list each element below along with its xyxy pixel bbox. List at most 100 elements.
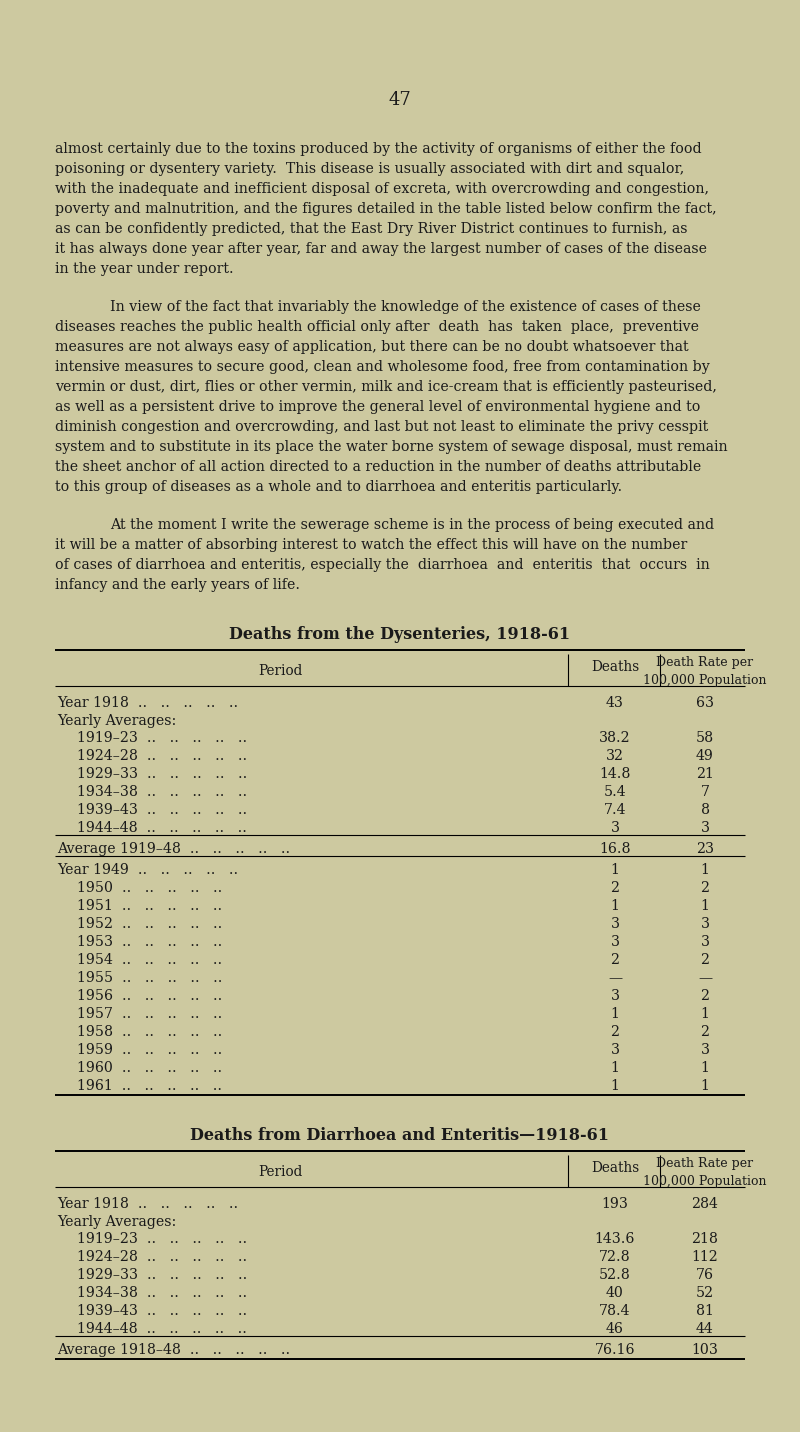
Text: 1: 1 [610, 1007, 619, 1021]
Text: 3: 3 [701, 916, 710, 931]
Text: 23: 23 [696, 842, 714, 856]
Text: 1955  ..   ..   ..   ..   ..: 1955 .. .. .. .. .. [77, 971, 222, 985]
Text: 14.8: 14.8 [599, 768, 630, 780]
Text: infancy and the early years of life.: infancy and the early years of life. [55, 579, 300, 591]
Text: Deaths: Deaths [591, 1161, 639, 1176]
Text: At the moment I write the sewerage scheme is in the process of being executed an: At the moment I write the sewerage schem… [110, 518, 714, 533]
Text: 1: 1 [610, 863, 619, 876]
Text: 1950  ..   ..   ..   ..   ..: 1950 .. .. .. .. .. [77, 881, 222, 895]
Text: 5.4: 5.4 [604, 785, 626, 799]
Text: Deaths from Diarrhoea and Enteritis—1918-61: Deaths from Diarrhoea and Enteritis—1918… [190, 1127, 610, 1144]
Text: 1951  ..   ..   ..   ..   ..: 1951 .. .. .. .. .. [77, 899, 222, 914]
Text: 2: 2 [701, 881, 710, 895]
Text: 1960  ..   ..   ..   ..   ..: 1960 .. .. .. .. .. [77, 1061, 222, 1075]
Text: 78.4: 78.4 [599, 1305, 630, 1317]
Text: 7.4: 7.4 [604, 803, 626, 818]
Text: 3: 3 [610, 821, 619, 835]
Text: as well as a persistent drive to improve the general level of environmental hygi: as well as a persistent drive to improve… [55, 400, 700, 414]
Text: of cases of diarrhoea and enteritis, especially the  diarrhoea  and  enteritis  : of cases of diarrhoea and enteritis, esp… [55, 558, 710, 571]
Text: 1: 1 [701, 1078, 710, 1093]
Text: 1: 1 [701, 1007, 710, 1021]
Text: 72.8: 72.8 [599, 1250, 631, 1264]
Text: 1: 1 [610, 1078, 619, 1093]
Text: 1944–48  ..   ..   ..   ..   ..: 1944–48 .. .. .. .. .. [77, 1322, 247, 1336]
Text: 3: 3 [701, 821, 710, 835]
Text: measures are not always easy of application, but there can be no doubt whatsoeve: measures are not always easy of applicat… [55, 339, 689, 354]
Text: 1: 1 [701, 863, 710, 876]
Text: poverty and malnutrition, and the figures detailed in the table listed below con: poverty and malnutrition, and the figure… [55, 202, 717, 216]
Text: Death Rate per
100,000 Population: Death Rate per 100,000 Population [643, 1157, 766, 1189]
Text: 38.2: 38.2 [599, 730, 631, 745]
Text: 1924–28  ..   ..   ..   ..   ..: 1924–28 .. .. .. .. .. [77, 749, 247, 763]
Text: 40: 40 [606, 1286, 624, 1300]
Text: 81: 81 [696, 1305, 714, 1317]
Text: the sheet anchor of all action directed to a reduction in the number of deaths a: the sheet anchor of all action directed … [55, 460, 702, 474]
Text: 1924–28  ..   ..   ..   ..   ..: 1924–28 .. .. .. .. .. [77, 1250, 247, 1264]
Text: 8: 8 [701, 803, 710, 818]
Text: 143.6: 143.6 [595, 1232, 635, 1246]
Text: in the year under report.: in the year under report. [55, 262, 234, 276]
Text: almost certainly due to the toxins produced by the activity of organisms of eith: almost certainly due to the toxins produ… [55, 142, 702, 156]
Text: 1929–33  ..   ..   ..   ..   ..: 1929–33 .. .. .. .. .. [77, 768, 247, 780]
Text: 1: 1 [610, 1061, 619, 1075]
Text: —: — [608, 971, 622, 985]
Text: Year 1918  ..   ..   ..   ..   ..: Year 1918 .. .. .. .. .. [57, 696, 238, 710]
Text: 2: 2 [610, 1025, 619, 1040]
Text: 1959  ..   ..   ..   ..   ..: 1959 .. .. .. .. .. [77, 1042, 222, 1057]
Text: Deaths from the Dysenteries, 1918-61: Deaths from the Dysenteries, 1918-61 [230, 626, 570, 643]
Text: 2: 2 [701, 1025, 710, 1040]
Text: it has always done year after year, far and away the largest number of cases of : it has always done year after year, far … [55, 242, 707, 256]
Text: Death Rate per
100,000 Population: Death Rate per 100,000 Population [643, 656, 766, 687]
Text: diseases reaches the public health official only after  death  has  taken  place: diseases reaches the public health offic… [55, 319, 699, 334]
Text: 1957  ..   ..   ..   ..   ..: 1957 .. .. .. .. .. [77, 1007, 222, 1021]
Text: 21: 21 [696, 768, 714, 780]
Text: Average 1919–48  ..   ..   ..   ..   ..: Average 1919–48 .. .. .. .. .. [57, 842, 290, 856]
Text: 3: 3 [610, 916, 619, 931]
Text: 1934–38  ..   ..   ..   ..   ..: 1934–38 .. .. .. .. .. [77, 785, 247, 799]
Text: 32: 32 [606, 749, 624, 763]
Text: Year 1949  ..   ..   ..   ..   ..: Year 1949 .. .. .. .. .. [57, 863, 238, 876]
Text: 47: 47 [389, 92, 411, 109]
Text: to this group of diseases as a whole and to diarrhoea and enteritis particularly: to this group of diseases as a whole and… [55, 480, 622, 494]
Text: 52.8: 52.8 [599, 1267, 631, 1282]
Text: 1953  ..   ..   ..   ..   ..: 1953 .. .. .. .. .. [77, 935, 222, 949]
Text: 46: 46 [606, 1322, 624, 1336]
Text: 1919–23  ..   ..   ..   ..   ..: 1919–23 .. .. .. .. .. [77, 1232, 247, 1246]
Text: Year 1918  ..   ..   ..   ..   ..: Year 1918 .. .. .. .. .. [57, 1197, 238, 1211]
Text: Average 1918–48  ..   ..   ..   ..   ..: Average 1918–48 .. .. .. .. .. [57, 1343, 290, 1358]
Text: 1939–43  ..   ..   ..   ..   ..: 1939–43 .. .. .. .. .. [77, 1305, 247, 1317]
Text: 63: 63 [696, 696, 714, 710]
Text: In view of the fact that invariably the knowledge of the existence of cases of t: In view of the fact that invariably the … [110, 299, 701, 314]
Text: 1952  ..   ..   ..   ..   ..: 1952 .. .. .. .. .. [77, 916, 222, 931]
Text: system and to substitute in its place the water borne system of sewage disposal,: system and to substitute in its place th… [55, 440, 728, 454]
Text: 52: 52 [696, 1286, 714, 1300]
Text: with the inadequate and inefficient disposal of excreta, with overcrowding and c: with the inadequate and inefficient disp… [55, 182, 709, 196]
Text: Yearly Averages:: Yearly Averages: [57, 1214, 176, 1229]
Text: 76.16: 76.16 [594, 1343, 635, 1358]
Text: —: — [698, 971, 712, 985]
Text: 1: 1 [701, 1061, 710, 1075]
Text: 2: 2 [610, 881, 619, 895]
Text: 218: 218 [691, 1232, 718, 1246]
Text: 112: 112 [692, 1250, 718, 1264]
Text: 49: 49 [696, 749, 714, 763]
Text: as can be confidently predicted, that the East Dry River District continues to f: as can be confidently predicted, that th… [55, 222, 687, 236]
Text: Deaths: Deaths [591, 660, 639, 674]
Text: poisoning or dysentery variety.  This disease is usually associated with dirt an: poisoning or dysentery variety. This dis… [55, 162, 684, 176]
Text: 1956  ..   ..   ..   ..   ..: 1956 .. .. .. .. .. [77, 990, 222, 1002]
Text: 1: 1 [610, 899, 619, 914]
Text: Period: Period [258, 664, 302, 677]
Text: 3: 3 [701, 935, 710, 949]
Text: 76: 76 [696, 1267, 714, 1282]
Text: Yearly Averages:: Yearly Averages: [57, 715, 176, 727]
Text: 1939–43  ..   ..   ..   ..   ..: 1939–43 .. .. .. .. .. [77, 803, 247, 818]
Text: it will be a matter of absorbing interest to watch the effect this will have on : it will be a matter of absorbing interes… [55, 538, 687, 551]
Text: 43: 43 [606, 696, 624, 710]
Text: 3: 3 [701, 1042, 710, 1057]
Text: 1: 1 [701, 899, 710, 914]
Text: 2: 2 [701, 990, 710, 1002]
Text: Period: Period [258, 1166, 302, 1179]
Text: 1958  ..   ..   ..   ..   ..: 1958 .. .. .. .. .. [77, 1025, 222, 1040]
Text: vermin or dust, dirt, flies or other vermin, milk and ice-cream that is efficien: vermin or dust, dirt, flies or other ver… [55, 379, 717, 394]
Text: 1919–23  ..   ..   ..   ..   ..: 1919–23 .. .. .. .. .. [77, 730, 247, 745]
